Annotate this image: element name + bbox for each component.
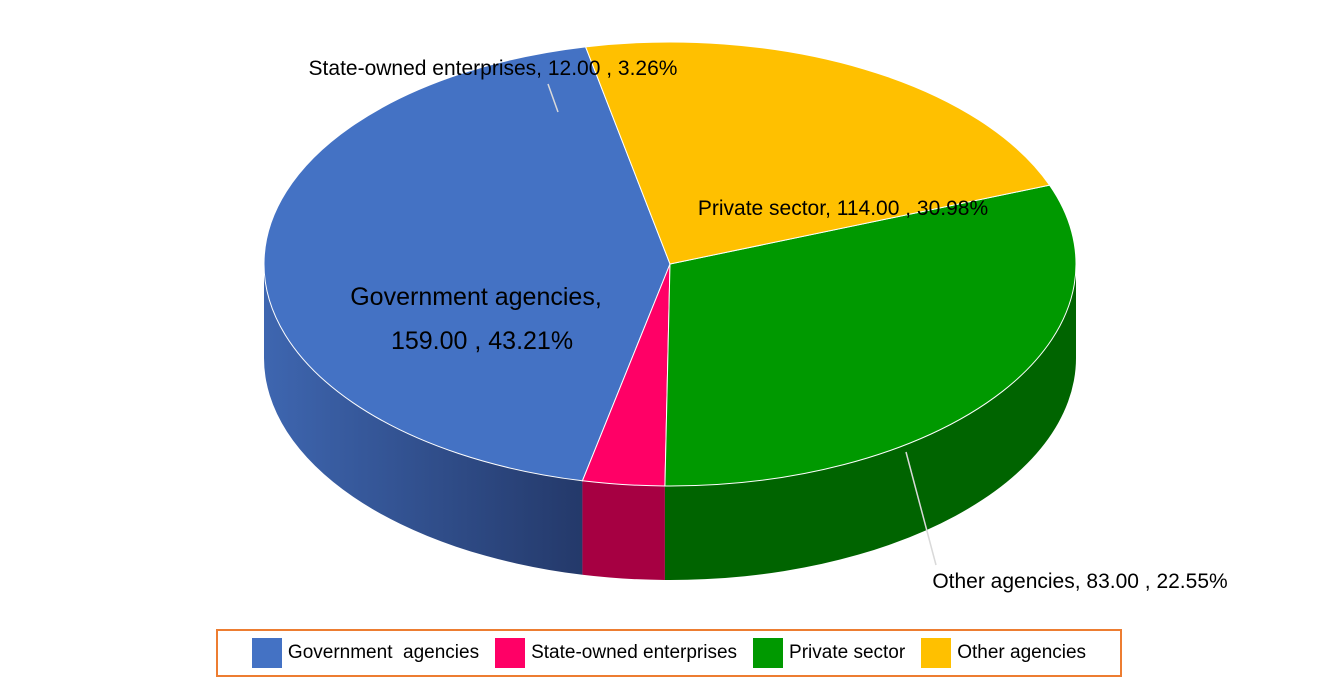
data-labels: Government agencies, 159.00 , 43.21% State… — [309, 57, 1228, 593]
data-label-government-agencies: 159.00 , 43.21% — [391, 327, 573, 355]
pie-slice-private-sector — [664, 184, 1077, 487]
legend-label: State-owned enterprises — [531, 642, 738, 663]
legend-item-other-agencies: Other agencies — [921, 638, 1086, 668]
pie-chart: Government agencies, 159.00 , 43.21% State… — [263, 41, 1228, 593]
legend-swatch — [495, 638, 526, 668]
legend-swatch — [753, 638, 784, 668]
leader-line-state-owned-enterprises — [547, 83, 559, 113]
legend-label: Private sector — [789, 642, 906, 663]
pie-slice-other-agencies — [584, 41, 1051, 265]
legend-label: Other agencies — [957, 642, 1087, 663]
legend-label: Government agencies — [287, 642, 480, 663]
legend-item-state-owned-enterprises: State-owned enterprises — [495, 638, 737, 668]
pie-sides — [264, 264, 1076, 581]
legend-swatch — [921, 638, 952, 668]
legend-item-government-agencies: Government agencies — [251, 638, 480, 668]
legend-item-private-sector: Private sector — [753, 638, 905, 668]
data-label-state-owned-enterprises: State-owned enterprises, 12.00 , 3.26% — [309, 57, 678, 80]
legend: Government agencies State-owned enterpris… — [216, 629, 1122, 677]
leader-line-other-agencies — [905, 451, 937, 566]
data-label-private-sector: Private sector, 114.00 , 30.98% — [698, 197, 988, 220]
pie-tops — [263, 41, 1077, 487]
data-label-government-agencies: Government agencies, — [350, 283, 602, 311]
pie-side-private-sector — [664, 264, 1076, 581]
pie-slice-government-agencies — [263, 46, 671, 482]
pie-side-government-agencies — [264, 264, 583, 575]
pie-side-state-owned-enterprises — [582, 480, 665, 580]
data-label-other-agencies: Other agencies, 83.00 , 22.55% — [932, 570, 1227, 593]
legend-swatch — [251, 638, 282, 668]
